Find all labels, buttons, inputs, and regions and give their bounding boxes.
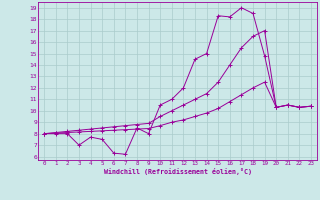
X-axis label: Windchill (Refroidissement éolien,°C): Windchill (Refroidissement éolien,°C) [104, 168, 252, 175]
